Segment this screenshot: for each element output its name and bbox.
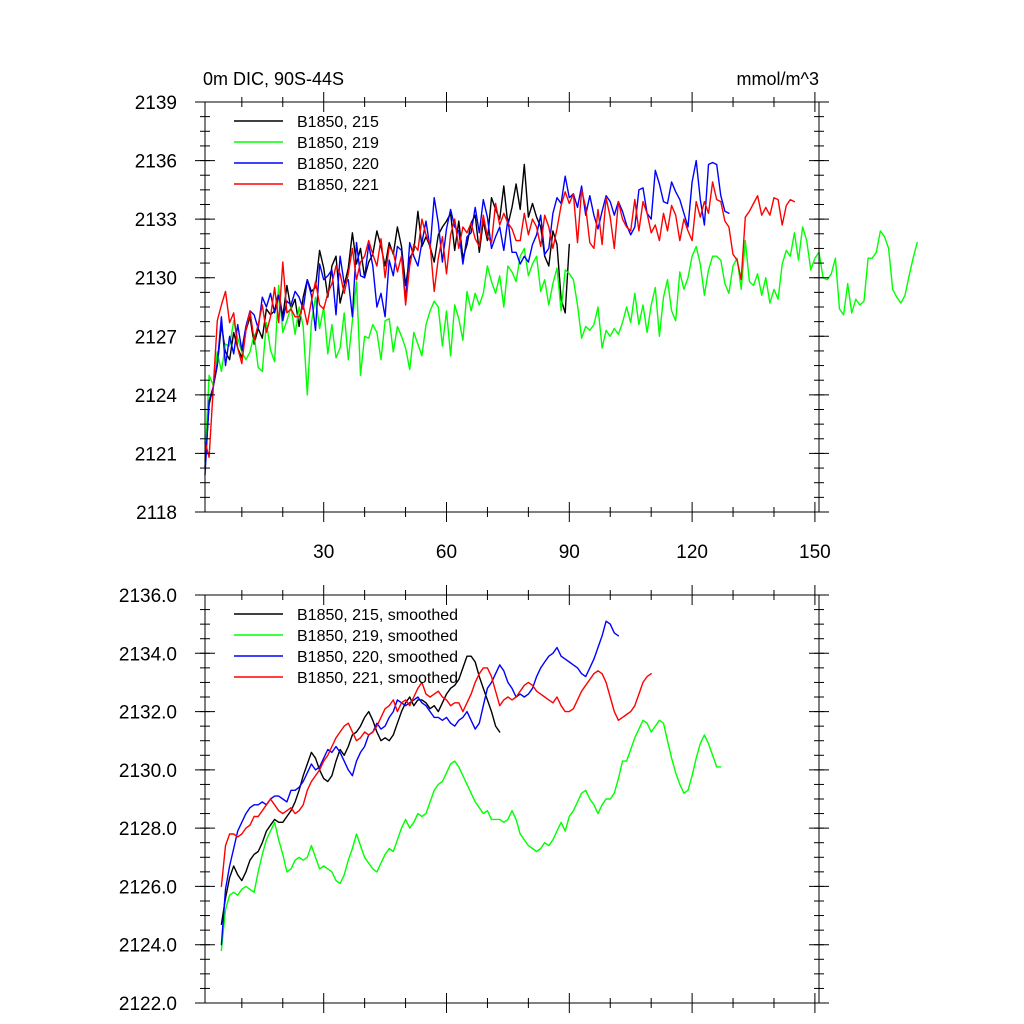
top-legend-label-3: B1850, 220	[297, 156, 379, 173]
top-y-tick-label: 2127	[135, 327, 177, 348]
bottom-series-line-3	[220, 620, 620, 946]
bottom-y-tick-label: 2126.0	[119, 877, 177, 898]
bottom-series-line-1	[220, 655, 501, 925]
top-x-tick-label: 60	[436, 542, 457, 563]
top-series-line-4	[204, 181, 796, 458]
top-y-tick-label: 2118	[136, 503, 177, 524]
bottom-y-tick-label: 2130.0	[119, 761, 177, 782]
bottom-y-tick-label: 2124.0	[119, 936, 177, 957]
bottom-legend-label-1: B1850, 215, smoothed	[297, 607, 458, 624]
bottom-y-tick-label: 2132.0	[119, 703, 177, 724]
bottom-y-tick-label: 2134.0	[119, 644, 177, 665]
bottom-legend-label-2: B1850, 219, smoothed	[297, 628, 458, 645]
top-x-tick-label: 90	[559, 542, 580, 563]
top-series-line-3	[204, 159, 730, 476]
bottom-legend-label-4: B1850, 221, smoothed	[297, 670, 458, 687]
top-panel-units: mmol/m^3	[737, 69, 819, 89]
top-legend-label-1: B1850, 215	[297, 114, 379, 131]
top-y-tick-label: 2130	[135, 269, 177, 290]
top-x-tick-label: 120	[676, 542, 708, 563]
top-y-tick-label: 2133	[135, 210, 177, 231]
bottom-panel: 2122.0 2124.0 2126.0 2128.0 2130.0 2132.0 2134…	[119, 585, 829, 1015]
top-y-tick-label: 2139	[135, 93, 177, 114]
bottom-y-tick-label: 2136.0	[119, 586, 177, 607]
top-panel-title: 0m DIC, 90S-44S	[203, 69, 344, 89]
bottom-series-line-4	[220, 667, 652, 888]
top-x-tick-label: 150	[799, 542, 831, 563]
bottom-y-tick-label: 2122.0	[119, 994, 177, 1015]
top-panel: 0m DIC, 90S-44S mmol/m^3 2118 2121 2124 212…	[135, 69, 918, 563]
top-x-tick-label: 30	[313, 542, 334, 563]
top-y-tick-label: 2121	[135, 444, 177, 465]
top-legend-label-4: B1850, 221	[297, 177, 379, 194]
top-y-tick-label: 2124	[135, 386, 178, 407]
bottom-legend-label-3: B1850, 220, smoothed	[297, 649, 458, 666]
top-y-tick-label: 2136	[135, 152, 177, 173]
bottom-series-line-2	[220, 719, 722, 952]
bottom-y-tick-label: 2128.0	[119, 819, 177, 840]
top-series-line-2	[204, 226, 918, 462]
top-legend-label-2: B1850, 219	[297, 135, 379, 152]
